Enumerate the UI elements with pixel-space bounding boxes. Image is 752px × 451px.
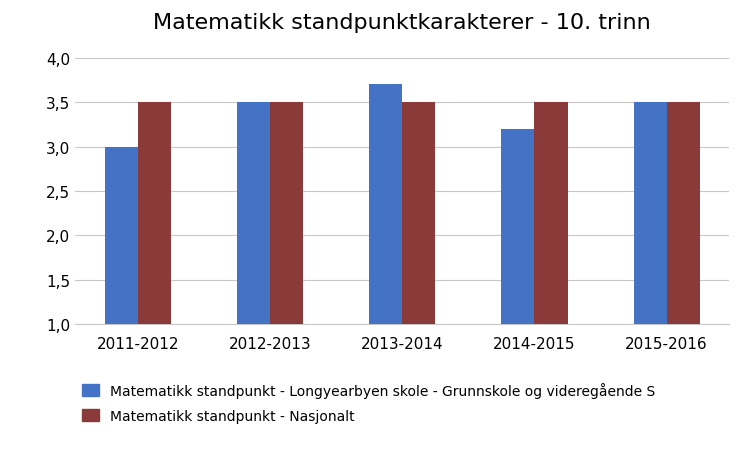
Bar <box>138 103 171 414</box>
Bar <box>634 103 667 414</box>
Bar <box>535 103 568 414</box>
Title: Matematikk standpunktkarakterer - 10. trinn: Matematikk standpunktkarakterer - 10. tr… <box>153 13 651 32</box>
Bar <box>270 103 303 414</box>
Legend: Matematikk standpunkt - Longyearbyen skole - Grunnskole og videregående S, Matem: Matematikk standpunkt - Longyearbyen sko… <box>82 382 655 423</box>
Bar <box>369 85 402 414</box>
Bar <box>502 129 535 414</box>
Bar <box>105 147 138 414</box>
Bar <box>237 103 270 414</box>
Bar <box>667 103 699 414</box>
Bar <box>402 103 435 414</box>
